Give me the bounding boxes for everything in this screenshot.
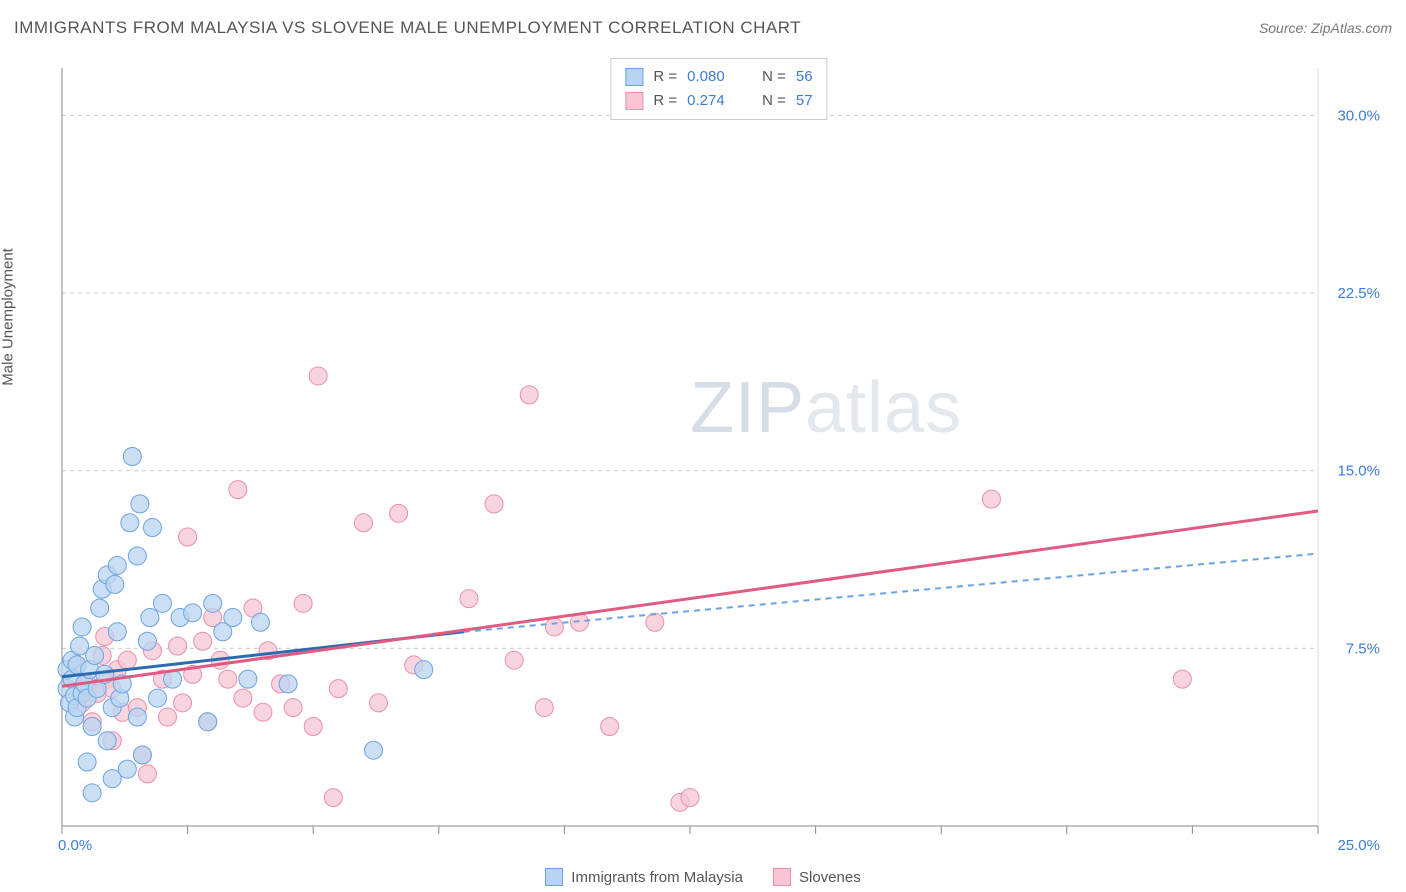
data-point	[98, 732, 116, 750]
source-credit: Source: ZipAtlas.com	[1259, 20, 1392, 36]
data-point	[535, 699, 553, 717]
legend-swatch	[625, 92, 643, 110]
data-point	[309, 367, 327, 385]
data-point	[415, 661, 433, 679]
data-point	[204, 594, 222, 612]
y-tick-label: 22.5%	[1337, 285, 1380, 302]
data-point	[106, 575, 124, 593]
data-point	[354, 514, 372, 532]
data-point	[143, 519, 161, 537]
legend-series: Immigrants from Malaysia Slovenes	[0, 868, 1406, 886]
legend-item: Slovenes	[773, 868, 861, 886]
x-tick-label: 25.0%	[1337, 837, 1380, 854]
data-point	[121, 514, 139, 532]
data-point	[229, 481, 247, 499]
source-name: ZipAtlas.com	[1311, 20, 1392, 36]
data-point	[224, 609, 242, 627]
data-point	[304, 718, 322, 736]
data-point	[219, 670, 237, 688]
data-point	[324, 789, 342, 807]
legend-label: Immigrants from Malaysia	[571, 869, 743, 886]
data-point	[485, 495, 503, 513]
chart-area: ZIPatlas 7.5%15.0%22.5%30.0%0.0%25.0% R …	[50, 58, 1388, 854]
data-point	[83, 718, 101, 736]
data-point	[601, 718, 619, 736]
data-point	[364, 741, 382, 759]
data-point	[169, 637, 187, 655]
source-label: Source:	[1259, 20, 1307, 36]
data-point	[294, 594, 312, 612]
legend-stats: R = 0.080 N = 56 R = 0.274 N = 57	[610, 58, 827, 120]
legend-stat-row: R = 0.080 N = 56	[625, 65, 812, 89]
data-point	[131, 495, 149, 513]
data-point	[159, 708, 177, 726]
data-point	[390, 504, 408, 522]
legend-swatch	[773, 868, 791, 886]
data-point	[184, 604, 202, 622]
y-tick-label: 7.5%	[1346, 640, 1380, 657]
x-tick-label: 0.0%	[58, 837, 92, 854]
data-point	[254, 703, 272, 721]
y-tick-label: 15.0%	[1337, 463, 1380, 480]
n-label: N =	[762, 89, 786, 113]
n-value: 57	[796, 89, 813, 113]
data-point	[83, 784, 101, 802]
data-point	[86, 646, 104, 664]
trend-line	[62, 511, 1318, 686]
data-point	[141, 609, 159, 627]
data-point	[153, 594, 171, 612]
data-point	[681, 789, 699, 807]
data-point	[78, 753, 96, 771]
y-axis-label: Male Unemployment	[0, 248, 17, 386]
data-point	[284, 699, 302, 717]
data-point	[646, 613, 664, 631]
legend-swatch	[625, 68, 643, 86]
data-point	[91, 599, 109, 617]
n-value: 56	[796, 65, 813, 89]
data-point	[138, 632, 156, 650]
y-tick-label: 30.0%	[1337, 107, 1380, 124]
legend-item: Immigrants from Malaysia	[545, 868, 743, 886]
data-point	[251, 613, 269, 631]
data-point	[128, 547, 146, 565]
trend-line-extrapolated	[464, 554, 1318, 632]
legend-label: Slovenes	[799, 869, 861, 886]
data-point	[128, 708, 146, 726]
data-point	[505, 651, 523, 669]
data-point	[108, 556, 126, 574]
r-label: R =	[653, 89, 677, 113]
legend-stat-row: R = 0.274 N = 57	[625, 89, 812, 113]
legend-swatch	[545, 868, 563, 886]
r-label: R =	[653, 65, 677, 89]
data-point	[118, 760, 136, 778]
data-point	[329, 680, 347, 698]
n-label: N =	[762, 65, 786, 89]
data-point	[1173, 670, 1191, 688]
data-point	[148, 689, 166, 707]
data-point	[520, 386, 538, 404]
data-point	[545, 618, 563, 636]
data-point	[460, 590, 478, 608]
data-point	[179, 528, 197, 546]
data-point	[73, 618, 91, 636]
data-point	[194, 632, 212, 650]
data-point	[239, 670, 257, 688]
r-value: 0.080	[687, 65, 742, 89]
data-point	[982, 490, 1000, 508]
data-point	[370, 694, 388, 712]
data-point	[118, 651, 136, 669]
scatter-chart: 7.5% 15.0% 22.5% 30.0% 0.0% 25.0%	[50, 58, 1388, 854]
data-point	[279, 675, 297, 693]
r-value: 0.274	[687, 89, 742, 113]
data-point	[138, 765, 156, 783]
data-point	[199, 713, 217, 731]
chart-title: IMMIGRANTS FROM MALAYSIA VS SLOVENE MALE…	[14, 18, 801, 38]
data-point	[108, 623, 126, 641]
data-point	[174, 694, 192, 712]
data-point	[133, 746, 151, 764]
data-point	[234, 689, 252, 707]
data-point	[123, 447, 141, 465]
